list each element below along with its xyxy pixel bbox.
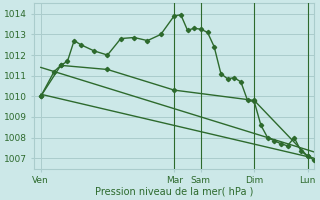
- X-axis label: Pression niveau de la mer( hPa ): Pression niveau de la mer( hPa ): [95, 187, 253, 197]
